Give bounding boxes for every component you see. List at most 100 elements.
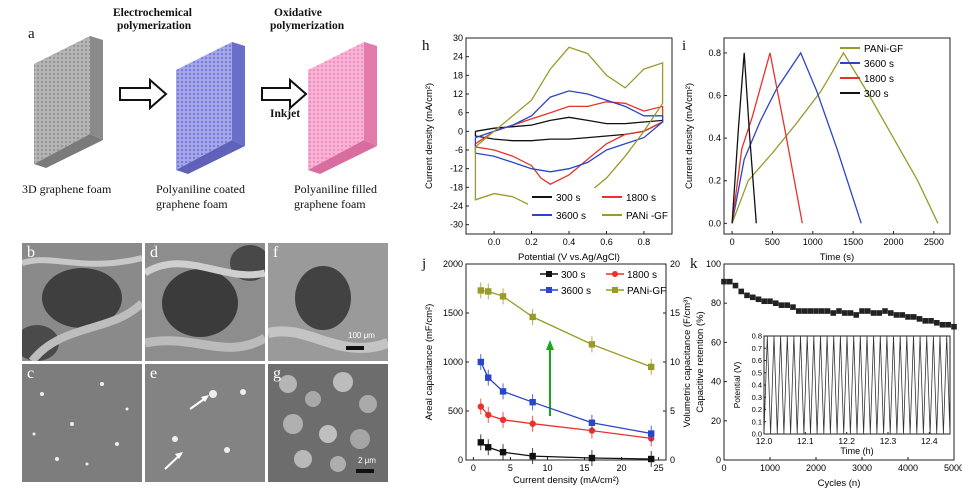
data-point bbox=[772, 300, 779, 306]
sem-label-d: d bbox=[150, 244, 158, 261]
capacitance-line bbox=[480, 361, 652, 435]
x-tick-label: 0.0 bbox=[488, 237, 501, 247]
x-tick-label: 0.6 bbox=[600, 237, 613, 247]
y-tick-label: -30 bbox=[450, 220, 463, 230]
data-point bbox=[647, 455, 655, 463]
x-tick-label: 4000 bbox=[898, 463, 918, 473]
y-tick-label: -12 bbox=[450, 164, 463, 174]
data-point bbox=[588, 341, 596, 348]
legend-entry: 1800 s bbox=[864, 74, 894, 85]
sem-image-c: c bbox=[22, 364, 142, 482]
data-point bbox=[933, 320, 940, 326]
data-point bbox=[922, 318, 929, 324]
data-point bbox=[859, 308, 865, 314]
data-point bbox=[529, 420, 536, 427]
inset-x-label: Time (h) bbox=[840, 446, 873, 456]
data-point bbox=[767, 298, 773, 305]
x-axis-label: Time (s) bbox=[820, 252, 854, 263]
data-point bbox=[477, 403, 485, 410]
x-tick-label: 2000 bbox=[806, 463, 826, 473]
data-point bbox=[761, 298, 768, 305]
y-tick-label: 12 bbox=[453, 89, 463, 99]
legend-marker bbox=[546, 271, 552, 277]
y2-tick-label: 15 bbox=[670, 308, 680, 318]
data-point bbox=[485, 411, 492, 419]
capacitance-line bbox=[480, 289, 652, 368]
panel-h-label: h bbox=[422, 38, 430, 54]
sem-label-f: f bbox=[273, 244, 279, 261]
y-tick-label: 0.8 bbox=[708, 48, 721, 58]
x-tick-label: 25 bbox=[654, 463, 664, 473]
panel-i-gcd-chart: 0 500 1000 1500 2000 2500 0.0 0.2 0.4 0.6 0.8 Time … bbox=[684, 37, 951, 263]
data-point bbox=[778, 302, 785, 308]
y-tick-label: 30 bbox=[453, 33, 463, 43]
data-point bbox=[529, 313, 536, 321]
y-axis-label: Areal capacitance (mF/cm²) bbox=[424, 304, 435, 421]
plot-frame bbox=[723, 263, 955, 461]
y2-tick-label: 0 bbox=[670, 455, 675, 465]
plot-frame bbox=[723, 37, 951, 235]
data-point bbox=[910, 314, 917, 320]
x-tick-label: 0.2 bbox=[525, 237, 538, 247]
panel-k-cycling-chart: 0 1000 2000 3000 4000 5000 0 20 40 60 80 100 Cycles … bbox=[695, 259, 962, 489]
inset-x-tick-label: 12.3 bbox=[880, 436, 897, 446]
enhancement-arrow-head bbox=[546, 340, 554, 350]
y-axis-label: Current density (mA/cm²) bbox=[424, 83, 435, 189]
inset-y-tick-label: 0.6 bbox=[752, 356, 762, 365]
inset-y-tick-label: 0.2 bbox=[752, 405, 762, 414]
data-point bbox=[588, 454, 596, 462]
data-point bbox=[905, 314, 911, 320]
caption-graphene-foam: 3D graphene foam bbox=[22, 182, 112, 196]
x-tick-label: 0 bbox=[721, 463, 726, 473]
data-point bbox=[749, 294, 756, 301]
inset-y-tick-label: 0.3 bbox=[752, 393, 762, 402]
y-tick-label: 0.6 bbox=[708, 91, 721, 101]
data-point bbox=[529, 398, 536, 406]
y-tick-label: 0 bbox=[458, 455, 463, 465]
y2-tick-label: 10 bbox=[670, 357, 680, 367]
legend-box bbox=[528, 188, 668, 224]
inset-x-tick-label: 12.0 bbox=[756, 436, 773, 446]
y2-axis-label: Volumetric capacitance (F/cm³) bbox=[682, 297, 693, 428]
scale-bar-100um: 100 μm bbox=[348, 331, 375, 340]
data-point bbox=[529, 452, 536, 460]
panel-h-cv-chart: 0.0 0.2 0.4 0.6 0.8 30 24 18 12 6 0 -6 -12 -18 -24 -30 P… bbox=[424, 33, 673, 263]
y-tick-label: 100 bbox=[706, 259, 721, 269]
data-point bbox=[485, 374, 492, 381]
inset-y-tick-label: 0.1 bbox=[752, 417, 762, 426]
polyaniline-filled-slab bbox=[308, 42, 377, 174]
data-point bbox=[818, 308, 825, 314]
sem-image-e: e bbox=[145, 364, 265, 482]
panel-k-label: k bbox=[690, 256, 698, 272]
inset-x-tick-label: 12.2 bbox=[838, 436, 855, 446]
y-tick-label: 1500 bbox=[443, 308, 463, 318]
cv-curve bbox=[474, 116, 664, 142]
y-tick-label: 18 bbox=[453, 70, 463, 80]
cv-curve bbox=[474, 46, 664, 210]
cv-curve bbox=[474, 90, 664, 173]
y-tick-label: -24 bbox=[450, 201, 463, 211]
data-point bbox=[807, 308, 814, 314]
inset-y-label: Potential (V) bbox=[732, 361, 742, 408]
y-tick-label: 0 bbox=[716, 455, 721, 465]
data-point bbox=[732, 282, 739, 289]
data-point bbox=[755, 296, 762, 303]
y-tick-label: -18 bbox=[450, 182, 463, 192]
x-axis-label: Current density (mA/cm²) bbox=[513, 475, 619, 486]
gcd-curve bbox=[731, 51, 939, 224]
inset-y-tick-label: 0.7 bbox=[752, 344, 762, 353]
data-point bbox=[916, 316, 923, 322]
x-tick-label: 15 bbox=[580, 463, 590, 473]
data-point bbox=[499, 416, 507, 424]
panel-j-label: j bbox=[422, 256, 427, 272]
x-tick-label: 0.4 bbox=[563, 237, 576, 247]
data-point bbox=[939, 321, 946, 328]
legend-entry: 3600 s bbox=[561, 286, 591, 297]
cv-curve bbox=[474, 101, 664, 185]
gcd-curve bbox=[731, 52, 803, 224]
data-point bbox=[485, 288, 492, 295]
legend-entry: PANi-GF bbox=[627, 286, 666, 297]
sem-image-g: g 2 μm bbox=[268, 364, 388, 482]
data-point bbox=[744, 292, 750, 299]
y-tick-label: 40 bbox=[711, 377, 721, 387]
